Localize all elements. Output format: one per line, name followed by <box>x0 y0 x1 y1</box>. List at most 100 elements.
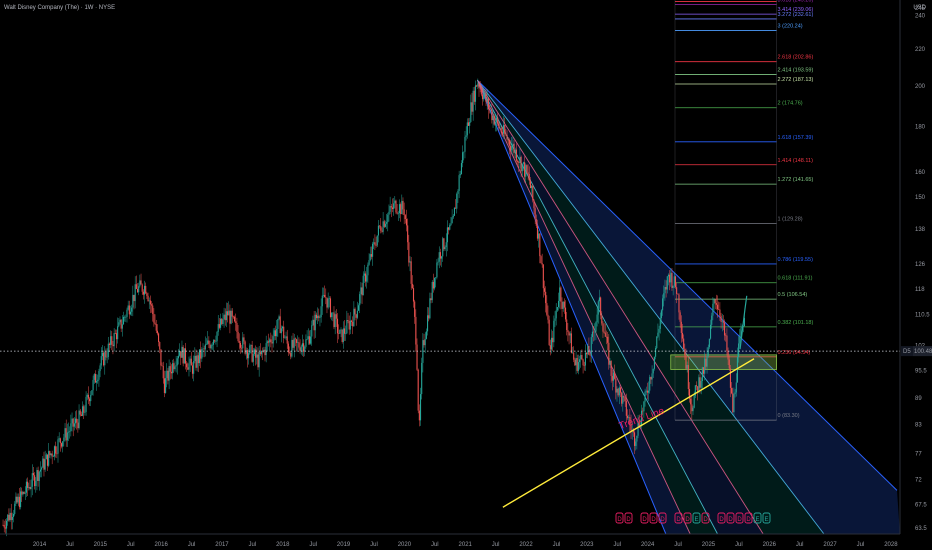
event-marker <box>615 512 624 524</box>
chart-title: Walt Disney Company (The) · 1W · NYSE <box>4 5 116 11</box>
candle-body <box>299 347 301 352</box>
candle-body <box>645 390 647 392</box>
candle-body <box>662 298 664 311</box>
candle-body <box>284 337 286 339</box>
candle-body <box>112 344 114 347</box>
candle-body <box>665 287 667 290</box>
candle-body <box>135 284 137 289</box>
candle-body <box>430 298 432 301</box>
candle-body <box>600 297 602 316</box>
candle-body <box>142 291 144 295</box>
candle-body <box>191 365 194 374</box>
candle-body <box>153 313 155 323</box>
candle-body <box>210 345 212 349</box>
last-price-left-label: D5 <box>903 349 911 355</box>
candle-body <box>586 352 588 355</box>
candle-body <box>29 486 31 490</box>
candle-body <box>701 367 703 382</box>
candle-body <box>36 470 38 481</box>
last-price-right-label: 100.48 <box>914 349 932 355</box>
candle-body <box>575 357 577 366</box>
candle-body <box>731 387 733 394</box>
candle-body <box>514 149 516 153</box>
candle-body <box>635 441 637 446</box>
candle-body <box>428 315 430 319</box>
candle-body <box>156 330 158 334</box>
fib-extension: 4.236 (278.19)3.618 (249.26) 3.414 (239.0… <box>670 0 814 421</box>
candle-body <box>46 454 49 466</box>
x-tick-label: 2016 <box>154 542 168 548</box>
candle-body <box>382 221 384 232</box>
candle-body <box>538 233 540 239</box>
candle-body <box>60 443 63 447</box>
candle-body <box>632 429 634 433</box>
candle-body <box>175 365 177 367</box>
candle-body <box>625 400 627 416</box>
candle-body <box>365 273 367 282</box>
candle-body <box>84 411 86 413</box>
candle-body <box>485 92 487 103</box>
candle-body <box>504 125 506 134</box>
event-marker-label: D <box>746 517 751 523</box>
candle-body <box>211 344 213 346</box>
event-marker <box>640 512 649 524</box>
y-tick-label: 77 <box>915 452 922 458</box>
event-marker-label: E <box>694 517 698 523</box>
candle-body <box>498 122 500 129</box>
candle-body <box>614 372 616 379</box>
candle-body <box>619 387 622 393</box>
candle-body <box>195 355 197 368</box>
candle-body <box>436 262 438 278</box>
event-marker-label: D <box>660 517 665 523</box>
candle-body <box>519 156 521 163</box>
candle-body <box>501 132 503 134</box>
candle-body <box>306 339 308 340</box>
candle-body <box>52 456 54 457</box>
candle-body <box>449 225 451 230</box>
candle-body <box>707 347 709 357</box>
fib-level-label: 0 (83.30) <box>778 413 800 419</box>
candle-body <box>738 343 740 357</box>
x-tick-label: 2024 <box>641 542 655 548</box>
candle-body <box>602 323 604 332</box>
candle-body <box>232 316 234 318</box>
candle-body <box>245 350 247 354</box>
fib-level-label: 2.618 (202.86) <box>778 55 814 61</box>
candle-body <box>687 365 689 389</box>
event-marker <box>762 512 771 524</box>
event-marker <box>649 512 658 524</box>
x-tick-label: Jul <box>613 542 621 548</box>
candle-body <box>70 423 72 432</box>
candle-body <box>243 337 245 342</box>
candle-body <box>512 143 514 147</box>
candle-body <box>279 316 281 334</box>
candle-body <box>517 160 519 162</box>
candle-body <box>508 139 510 146</box>
candle-body <box>363 273 365 276</box>
candle-body <box>32 473 34 476</box>
candle-body <box>160 349 162 366</box>
x-tick-label: 2014 <box>33 542 47 548</box>
candle-body <box>376 235 378 246</box>
fan-inner-line <box>477 79 825 535</box>
candle-body <box>652 368 654 374</box>
candle-body <box>285 336 287 338</box>
fib-level-label: 1.272 (141.65) <box>778 177 814 183</box>
candle-body <box>467 122 470 126</box>
candle-body <box>409 261 411 263</box>
candle-body <box>204 344 206 350</box>
candle-body <box>373 242 375 244</box>
candle-body <box>194 355 196 362</box>
candle-body <box>59 438 61 444</box>
candle-body <box>209 344 211 349</box>
candle-body <box>114 333 116 334</box>
candle-body <box>139 280 141 287</box>
candle-body <box>256 354 258 358</box>
candle-body <box>101 352 103 357</box>
candle-body <box>77 422 79 429</box>
candle-body <box>55 446 57 454</box>
x-tick-label: Jul <box>249 542 257 548</box>
candle-body <box>653 356 655 369</box>
candle-body <box>334 314 336 328</box>
